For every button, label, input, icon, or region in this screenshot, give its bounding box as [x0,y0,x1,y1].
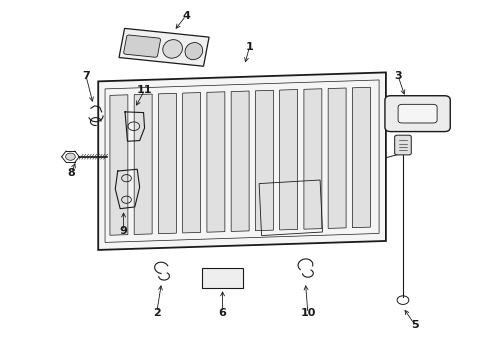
FancyBboxPatch shape [123,35,160,57]
Polygon shape [231,91,248,231]
Polygon shape [327,88,346,228]
Text: 10: 10 [300,309,315,318]
Ellipse shape [184,42,202,60]
Text: 1: 1 [245,42,253,52]
Text: 3: 3 [393,71,401,81]
Polygon shape [183,93,200,233]
Polygon shape [98,72,385,250]
FancyBboxPatch shape [202,267,243,288]
Circle shape [65,153,75,160]
Text: 11: 11 [137,85,152,95]
Polygon shape [279,90,297,230]
Text: 4: 4 [182,11,189,21]
Text: 8: 8 [67,168,75,178]
FancyBboxPatch shape [119,28,209,66]
Text: 9: 9 [120,226,127,236]
Polygon shape [158,93,176,234]
Text: 6: 6 [218,308,226,318]
Text: 2: 2 [153,308,160,318]
Text: 5: 5 [410,320,418,330]
Ellipse shape [163,40,182,58]
FancyBboxPatch shape [394,135,410,155]
Polygon shape [352,87,369,228]
Polygon shape [255,90,273,231]
Text: 7: 7 [82,71,90,81]
FancyBboxPatch shape [384,96,449,132]
Polygon shape [134,94,152,234]
Polygon shape [110,95,128,235]
Polygon shape [206,92,224,232]
Polygon shape [303,89,321,229]
FancyBboxPatch shape [397,104,436,123]
